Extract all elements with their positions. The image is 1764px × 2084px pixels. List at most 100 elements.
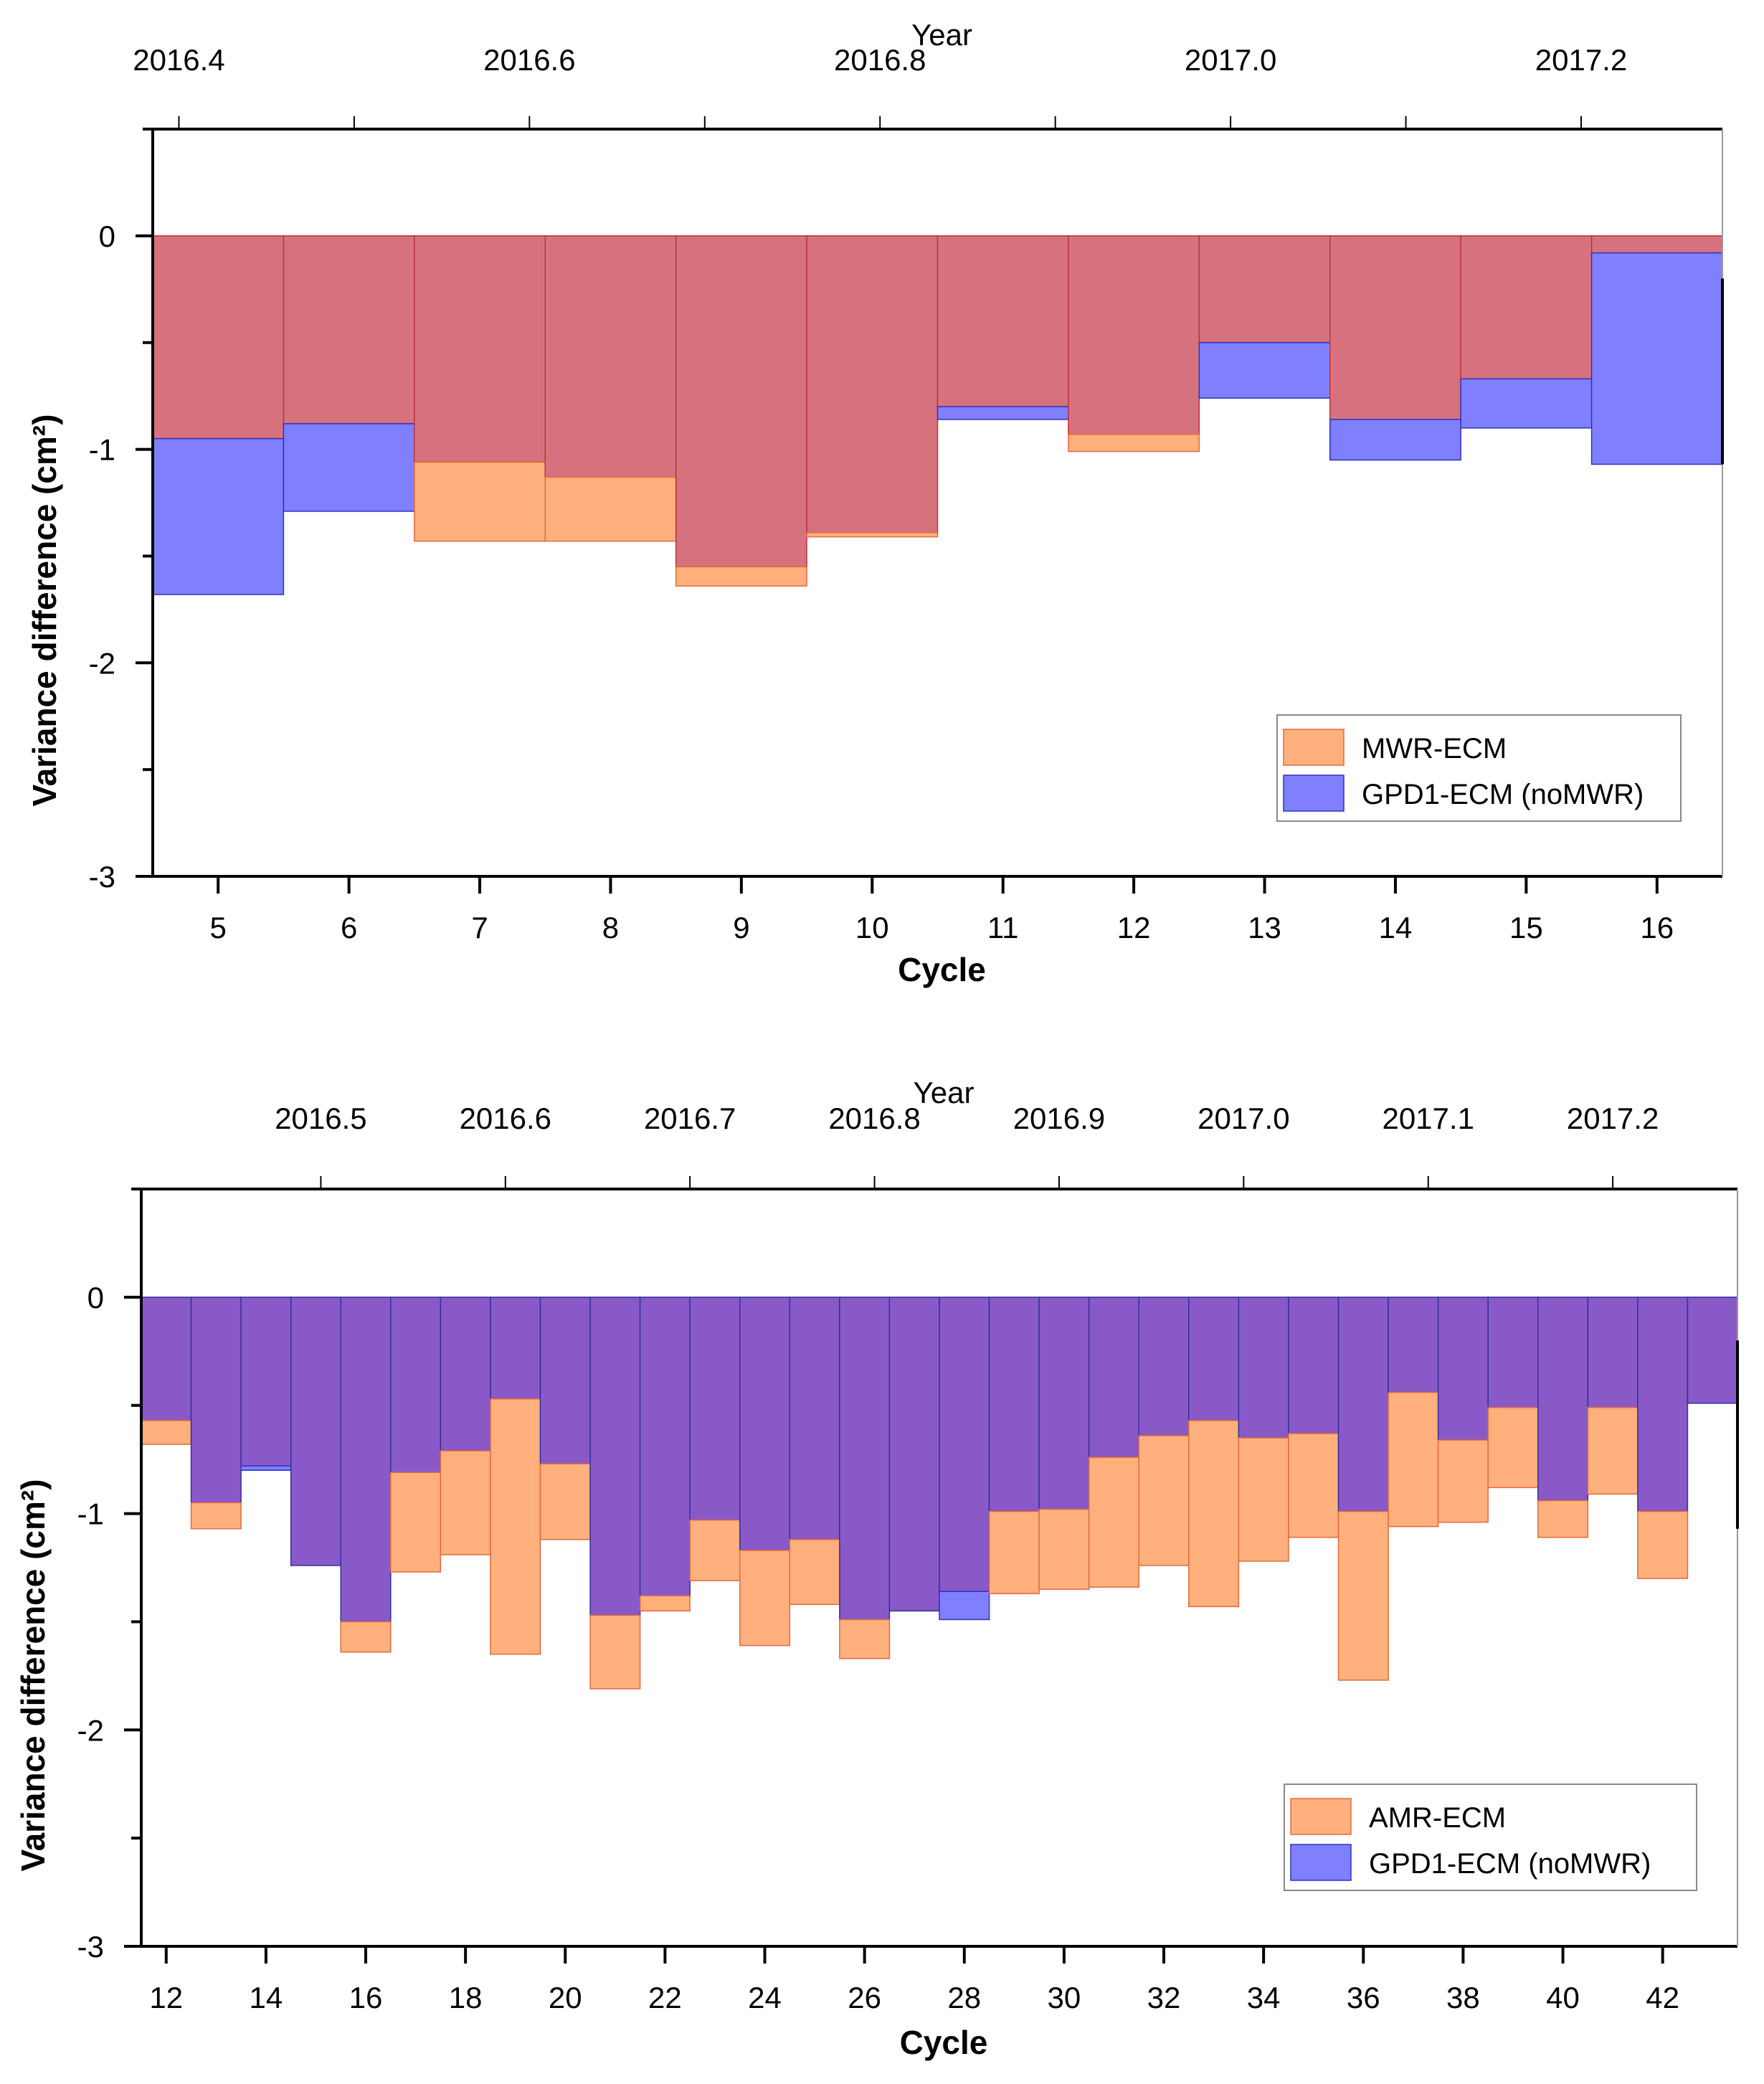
series1-bar-cycle-40 [1537,1500,1589,1538]
x-tick-label: 30 [1048,1981,1081,2014]
series1-bar-cycle-8 [544,476,677,542]
overlap-bar-cycle-10 [806,235,939,534]
overlap-bar-cycle-24 [739,1297,791,1551]
series1-bar-cycle-17 [390,1472,442,1573]
y-tick-label: -3 [77,1930,104,1964]
overlap-bar-cycle-21 [589,1297,641,1616]
x-tick-label: 36 [1347,1981,1380,2014]
x-tick-label: 38 [1446,1981,1480,2014]
series1-bar-cycle-31 [1088,1457,1139,1588]
series1-bar-cycle-42 [1637,1510,1689,1579]
x-tick-label: 22 [648,1981,682,2014]
top-axis-title: Year [911,18,972,52]
overlap-bar-cycle-23 [689,1297,741,1521]
overlap-bar-cycle-5 [152,235,285,440]
x-tick-label: 15 [1509,911,1543,944]
top-tick-label: 2016.4 [133,43,224,77]
series2-bar-cycle-6 [283,423,415,512]
series1-bar-cycle-30 [1038,1508,1090,1590]
series1-bar-cycle-35 [1288,1433,1339,1538]
x-tick-label: 24 [748,1981,782,2014]
legend-swatch [1290,1798,1352,1835]
legend-box [1276,714,1682,822]
series1-bar-cycle-20 [539,1463,591,1540]
x-tick-label: 8 [602,911,619,944]
overlap-bar-cycle-38 [1437,1297,1489,1441]
x-tick-label: 20 [549,1981,582,2014]
series2-bar-cycle-11 [936,406,1069,420]
series1-bar-cycle-29 [988,1510,1040,1594]
overlap-bar-cycle-8 [544,235,677,478]
overlap-bar-cycle-12 [141,1297,192,1421]
overlap-bar-cycle-35 [1288,1297,1339,1434]
series1-bar-cycle-23 [689,1519,741,1581]
overlap-bar-cycle-11 [936,235,1069,407]
top-tick-label: 2016.5 [275,1102,366,1135]
overlap-bar-cycle-41 [1587,1297,1639,1408]
x-tick-label: 13 [1248,911,1281,944]
legend-swatch [1283,729,1345,766]
overlap-bar-cycle-20 [539,1297,591,1464]
x-tick-label: 7 [471,911,488,944]
y-tick-label: -1 [77,1497,104,1531]
series1-bar-cycle-24 [739,1550,791,1647]
series1-bar-cycle-34 [1238,1437,1289,1562]
x-tick-label: 16 [349,1981,383,2014]
legend-label: GPD1-ECM (noMWR) [1362,779,1644,810]
x-tick-label: 40 [1546,1981,1580,2014]
top-tick-label: 2017.0 [1185,43,1276,77]
x-tick-label: 14 [1379,911,1413,944]
series2-bar-cycle-15 [1460,378,1593,429]
overlap-bar-cycle-7 [414,235,546,463]
legend-label: MWR-ECM [1362,733,1507,764]
top-tick-label: 2017.1 [1382,1102,1474,1135]
series2-bar-cycle-28 [939,1591,990,1621]
overlap-bar-cycle-37 [1388,1297,1439,1393]
top-tick-label: 2016.6 [483,43,575,77]
legend-swatch [1283,775,1345,812]
x-tick-label: 18 [449,1981,483,2014]
y-tick-label: -2 [89,646,115,680]
overlap-bar-cycle-18 [440,1297,491,1451]
x-tick-label: 14 [250,1981,283,2014]
legend-label: AMR-ECM [1369,1802,1506,1834]
top-tick-label: 2017.2 [1567,1102,1659,1135]
overlap-bar-cycle-33 [1188,1297,1240,1421]
bottom-panel: -3 -2 -1 0 12 14 16 18 20 22 24 26 28 30 32 34 36 38 40 42 2… [14,1076,1739,2061]
x-tick-label: 11 [987,911,1019,944]
series1-bar-cycle-32 [1138,1435,1190,1566]
x-tick-label: 6 [341,911,357,944]
bars [152,235,1723,595]
series1-bar-cycle-12 [1068,433,1200,453]
series1-bar-cycle-36 [1337,1510,1389,1681]
series2-bar-cycle-13 [1198,341,1331,399]
series1-bar-cycle-33 [1188,1420,1240,1608]
overlap-bar-cycle-13 [190,1297,242,1504]
legend: AMR-ECM GPD1-ECM (noMWR) [1284,1784,1697,1891]
legend: MWR-ECM GPD1-ECM (noMWR) [1276,714,1682,822]
y-axis-title: Variance difference (cm²) [26,414,63,806]
top-axis-title: Year [914,1076,975,1109]
x-tick-label: 32 [1147,1981,1181,2014]
overlap-bar-cycle-30 [1038,1297,1090,1510]
legend-box [1284,1784,1697,1891]
series2-bar-cycle-5 [152,437,285,595]
top-tick-label: 2016.6 [460,1102,551,1135]
y-tick-label: -3 [89,860,115,894]
legend-label: GPD1-ECM (noMWR) [1369,1848,1651,1880]
overlap-bar-cycle-43 [1687,1297,1738,1404]
overlap-bar-cycle-31 [1088,1297,1139,1458]
overlap-bar-cycle-26 [839,1297,891,1621]
top-tick-label: 2016.8 [834,43,926,77]
series1-bar-cycle-37 [1388,1391,1439,1528]
overlap-bar-cycle-25 [789,1297,840,1540]
overlap-bar-cycle-29 [988,1297,1040,1512]
overlap-bar-cycle-36 [1337,1297,1389,1512]
overlap-bar-cycle-39 [1487,1297,1539,1408]
top-tick-label: 2016.8 [828,1102,920,1135]
y-tick-label: 0 [99,219,115,253]
x-axis-title: Cycle [900,2024,988,2061]
overlap-bar-cycle-15 [290,1297,341,1566]
overlap-bar-cycle-13 [1198,235,1331,344]
